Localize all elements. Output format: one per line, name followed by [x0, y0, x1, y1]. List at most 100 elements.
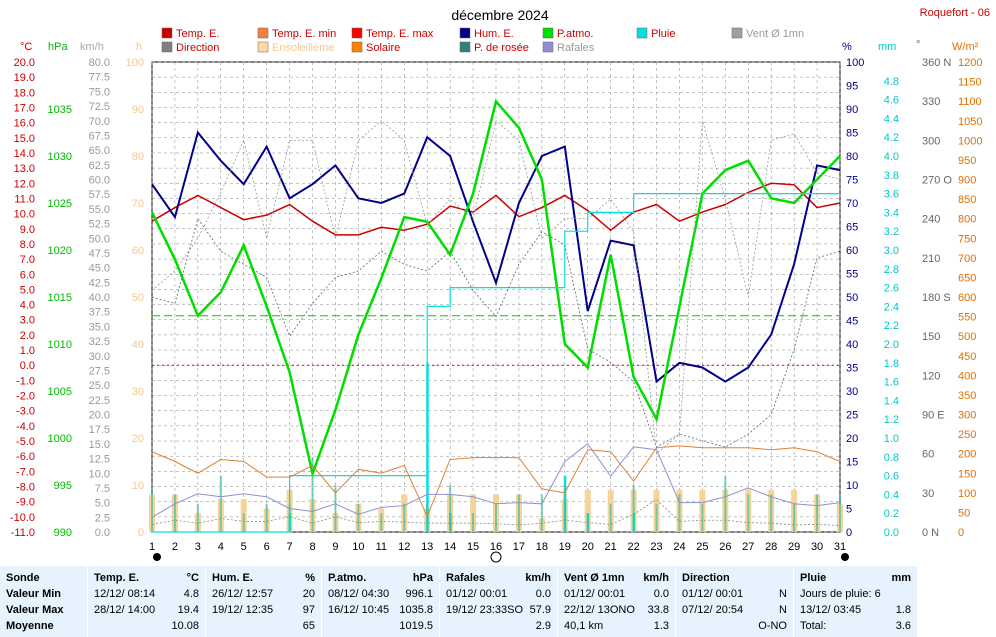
rain-tick-label: 0.2	[884, 508, 899, 520]
direction-tick-label: 300	[922, 135, 940, 147]
rafales-bar	[311, 456, 314, 532]
legend-swatch	[542, 27, 554, 39]
humidity-tick-label: 20	[846, 433, 858, 445]
x-tick-label: 27	[742, 541, 754, 553]
humidity-tick-label: 40	[846, 339, 858, 351]
wind-tick-label: 40.0	[89, 292, 110, 304]
rafales-bar	[839, 494, 841, 532]
legend-label: Direction	[176, 42, 219, 54]
temp-tick-label: 20.0	[14, 57, 35, 69]
wind-tick-label: 52.5	[89, 219, 110, 231]
rafales-bar	[449, 485, 452, 532]
stats-panel: Sonde Valeur Min Valeur Max Moyenne	[0, 566, 88, 637]
panel-row: 22/12/ 13ONO 33.8	[564, 602, 669, 618]
sun-tick-label: 80	[132, 151, 144, 163]
sun-unit-label: h	[136, 41, 142, 53]
series-line-1	[151, 130, 841, 384]
wind-tick-label: 37.5	[89, 307, 110, 319]
rafales-bar	[426, 503, 429, 532]
humidity-tick-label: 35	[846, 363, 858, 375]
rain-tick-label: 3.4	[884, 207, 899, 219]
legend-swatch	[459, 27, 471, 39]
stats-panel: Direction 01/12/ 00:01 N 07/12/ 20:54 N O-NO	[676, 566, 794, 637]
panel-row: 16/12/ 10:45 1035.8	[328, 602, 433, 618]
panel-value-date: 19/12/ 12:35	[212, 604, 274, 616]
temp-tick-label: 13.0	[14, 163, 35, 175]
panel-row: 12/12/ 08:14 4.8	[94, 586, 199, 602]
legend-label: Ensoleilleme	[272, 42, 334, 54]
solar-tick-label: 50	[958, 507, 970, 519]
wind-tick-label: 60.0	[89, 175, 110, 187]
x-tick-label: 6	[264, 541, 270, 553]
rain-tick-label: 2.0	[884, 339, 899, 351]
panel-unit: hPa	[412, 572, 433, 584]
series-line-3	[152, 193, 840, 533]
rain-tick-label: 0.8	[884, 452, 899, 464]
solar-tick-label: 350	[958, 390, 976, 402]
wind-tick-label: 35.0	[89, 321, 110, 333]
stats-panel: Rafales km/h 01/12/ 00:01 0.0 19/12/ 23:33SO…	[440, 566, 558, 637]
wind-tick-label: 65.0	[89, 145, 110, 157]
direction-unit-label: °	[916, 39, 920, 51]
panel-unit: %	[305, 572, 315, 584]
panel-value-date: 22/12/ 13ONO	[564, 604, 635, 616]
panel-value-date: 16/12/ 10:45	[328, 604, 390, 616]
wind-tick-label: 70.0	[89, 116, 110, 128]
temp-tick-label: 19.0	[14, 72, 35, 84]
humidity-tick-label: 5	[846, 504, 852, 516]
legend-swatch	[459, 41, 471, 53]
rain-tick-label: 0.6	[884, 471, 899, 483]
legend-swatch	[257, 27, 269, 39]
rafales-bar	[380, 513, 383, 532]
series-line-2	[150, 98, 841, 479]
sun-tick-label: 20	[132, 433, 144, 445]
x-tick-label: 19	[559, 541, 571, 553]
rafales-bar	[472, 513, 475, 532]
wind-tick-label: 42.5	[89, 277, 110, 289]
rafales-bar	[357, 503, 360, 532]
pressure-tick-label: 995	[54, 480, 72, 492]
temp-tick-label: 5.0	[20, 284, 35, 296]
rafales-bar	[173, 494, 176, 532]
temp-tick-label: 14.0	[14, 148, 35, 160]
humidity-tick-label: 50	[846, 292, 858, 304]
temp-tick-label: -7.0	[16, 466, 35, 478]
humidity-unit-label: %	[842, 41, 852, 53]
x-tick-label: 9	[332, 541, 338, 553]
panel-header: Vent Ø 1mn km/h	[564, 572, 669, 584]
rafales-bar	[196, 503, 199, 532]
new-moon-icon	[153, 553, 161, 561]
rafales-bar	[563, 485, 566, 532]
wind-tick-label: 32.5	[89, 336, 110, 348]
direction-tick-label: 240	[922, 214, 940, 226]
rain-tick-label: 4.8	[884, 76, 899, 88]
rain-tick-label: 2.4	[884, 301, 899, 313]
panel-header: Temp. E. °C	[94, 572, 199, 584]
panel-unit: km/h	[643, 572, 669, 584]
panel-row: 65	[212, 618, 315, 634]
temp-tick-label: -2.0	[16, 391, 35, 403]
x-tick-label: 22	[627, 541, 639, 553]
rafales-bar	[816, 494, 819, 532]
x-tick-label: 23	[650, 541, 662, 553]
panel-value: 20	[302, 588, 315, 600]
rain-tick-label: 1.0	[884, 433, 899, 445]
wind-tick-label: 77.5	[89, 72, 110, 84]
solar-tick-label: 1000	[958, 135, 982, 147]
solar-tick-label: 700	[958, 253, 976, 265]
x-tick-label: 28	[765, 541, 777, 553]
humidity-tick-label: 0	[846, 527, 852, 539]
humidity-tick-label: 70	[846, 198, 858, 210]
wind-tick-label: 20.0	[89, 410, 110, 422]
panel-value: 1.3	[653, 620, 669, 632]
panel-value-date: 01/12/ 00:01	[446, 588, 508, 600]
solar-tick-label: 1150	[958, 77, 982, 89]
rain-tick-label: 4.0	[884, 151, 899, 163]
legend-label: Temp. E. max	[366, 28, 434, 40]
temp-tick-label: 0.0	[20, 360, 35, 372]
legend-label: P.atmo.	[557, 28, 594, 40]
sun-tick-label: 30	[132, 386, 144, 398]
x-tick-label: 3	[195, 541, 201, 553]
panel-row: Total: 3.6	[800, 618, 911, 634]
humidity-tick-label: 100	[846, 57, 864, 69]
